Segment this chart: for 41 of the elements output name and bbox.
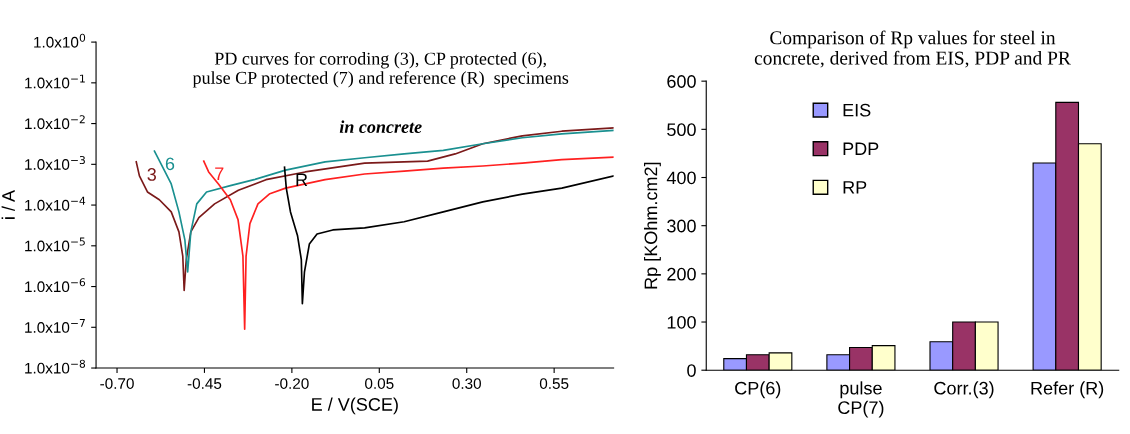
legend-label: EIS <box>843 103 871 117</box>
x-tick-label: 0.30 <box>452 378 481 389</box>
series-label: 6 <box>165 157 175 171</box>
y-tick-label: 1.0x10$^{−6}$ <box>25 278 86 293</box>
y-tick-label: 0 <box>687 364 696 377</box>
y-tick-label: 1.0x10$^{−2}$ <box>25 115 85 130</box>
x-axis-title: E / V(SCE) <box>312 397 398 415</box>
y-tick-label: 1.0x10$^{−4}$ <box>25 196 86 211</box>
y-tick-label: 300 <box>667 219 696 233</box>
x-tick-label: -0.20 <box>275 378 309 389</box>
series-label: R <box>296 173 308 186</box>
legend-label: PDP <box>843 142 879 155</box>
y-tick-label: 600 <box>667 75 696 88</box>
y-axis-title: i / A <box>1 190 15 219</box>
line-series <box>202 156 614 330</box>
text: in concrete <box>339 120 422 134</box>
series-label: 7 <box>215 167 224 180</box>
text: PD curves for corroding (3), CP protected (6), pulse CP protected (7) and reference (R) specimens <box>192 51 569 88</box>
line-series <box>283 166 614 305</box>
series-label: 3 <box>147 168 156 181</box>
y-tick-label: 1.0x10$^{−5}$ <box>25 237 85 252</box>
y-tick-label: 200 <box>667 267 696 281</box>
y-tick-label: 1.0x10$^{−3}$ <box>25 155 85 170</box>
x-tick-label: 0.55 <box>539 378 569 389</box>
y-tick-label: 1.0x10$^{0}$ <box>34 33 86 48</box>
x-tick-label: 0.05 <box>365 378 394 389</box>
y-tick-label: 500 <box>667 123 696 137</box>
x-tick-label: Corr.(3) <box>934 381 994 399</box>
x-tick-label: -0.45 <box>187 378 222 389</box>
x-tick-label: Refer (R) <box>1031 381 1104 399</box>
legend-label: RP <box>843 181 867 194</box>
x-tick-label: -0.70 <box>100 378 134 389</box>
x-tick-label: CP(6) <box>735 381 781 399</box>
y-tick-label: 1.0x10$^{−1}$ <box>25 74 85 89</box>
y-tick-label: 100 <box>667 315 696 329</box>
x-tick-label: pulse CP(7) <box>838 381 884 418</box>
y-tick-label: 1.0x10$^{−7}$ <box>25 319 85 333</box>
y-axis-title: Rp [KOhm.cm2] <box>644 162 661 289</box>
chart-title: Comparison of Rp values for steel in concrete, derived from EIS, PDP and PR <box>754 30 1071 68</box>
y-tick-label: 1.0x10$^{−8}$ <box>25 359 86 374</box>
y-tick-label: 400 <box>666 171 696 185</box>
